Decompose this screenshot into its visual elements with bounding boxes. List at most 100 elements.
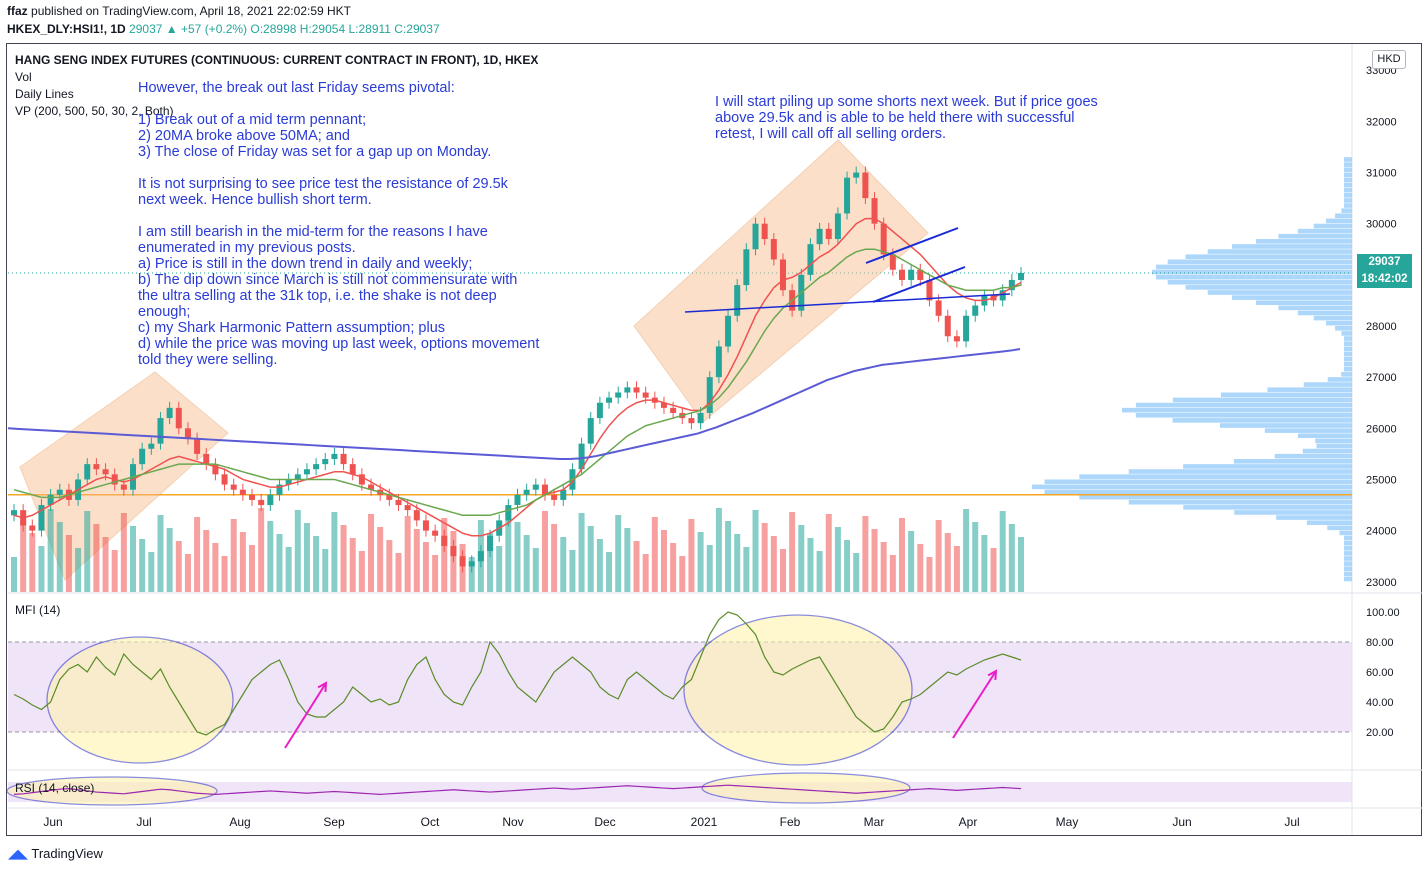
volume-bar bbox=[981, 535, 988, 592]
volume-bar bbox=[102, 537, 109, 592]
candle-body bbox=[249, 494, 256, 500]
volume-profile-bar bbox=[1344, 566, 1352, 572]
volume-bar bbox=[752, 510, 759, 592]
candle-body bbox=[56, 489, 63, 495]
candle-body bbox=[1018, 272, 1024, 280]
volume-bar bbox=[56, 522, 63, 592]
candle-body bbox=[633, 387, 640, 393]
candle-body bbox=[340, 453, 347, 465]
candle-body bbox=[660, 402, 667, 408]
volume-bar bbox=[999, 511, 1006, 592]
volume-profile-bar bbox=[1344, 193, 1352, 198]
candle-body bbox=[541, 484, 548, 495]
momentum-arrow-head bbox=[987, 669, 998, 681]
volume-profile-bar bbox=[1207, 290, 1352, 295]
time-tick-label: Sep bbox=[323, 815, 345, 829]
candle-body bbox=[532, 484, 539, 490]
volume-bar bbox=[239, 532, 246, 592]
rsi-highlight-ellipse bbox=[6, 776, 218, 806]
volume-profile-bar bbox=[1167, 259, 1352, 265]
volume-bar bbox=[340, 525, 347, 592]
candle-body bbox=[239, 489, 246, 495]
volume-bar bbox=[953, 546, 960, 592]
time-tick-label: Jun bbox=[1172, 815, 1191, 829]
volume-bar bbox=[779, 549, 786, 592]
last-price-tag: 29037 18:42:02 bbox=[1357, 254, 1412, 288]
volume-bar bbox=[880, 542, 887, 592]
volume-bar bbox=[853, 553, 860, 592]
candle-body bbox=[743, 249, 750, 286]
volume-profile-bar bbox=[1234, 510, 1352, 515]
candle-body bbox=[908, 269, 915, 280]
volume-bar bbox=[432, 555, 439, 592]
candle-body bbox=[551, 494, 558, 500]
candle-body bbox=[139, 448, 146, 465]
volume-profile-bar bbox=[1220, 392, 1352, 398]
volume-profile-bar bbox=[1344, 351, 1352, 357]
candle-body bbox=[285, 479, 292, 485]
volume-profile-bar bbox=[1335, 326, 1352, 331]
mfi-line bbox=[13, 611, 1022, 736]
volume-profile-bar bbox=[1344, 346, 1352, 352]
volume-profile-bar bbox=[1121, 407, 1352, 413]
volume-profile-bar bbox=[1172, 397, 1352, 403]
candle-body bbox=[715, 346, 722, 378]
volume-bar bbox=[75, 548, 82, 592]
volume-profile-bar bbox=[1256, 300, 1352, 306]
time-tick-label: 2021 bbox=[691, 815, 718, 829]
candle-body bbox=[29, 525, 36, 531]
tradingview-logo-icon: ◢◣ bbox=[8, 846, 28, 861]
currency-badge[interactable]: HKD bbox=[1372, 50, 1406, 69]
volume-profile-bar bbox=[1344, 203, 1352, 208]
candle-body bbox=[349, 464, 356, 475]
legend-daily-lines[interactable]: Daily Lines bbox=[15, 87, 74, 101]
volume-bar bbox=[139, 539, 146, 592]
volume-profile-bar bbox=[1344, 341, 1352, 346]
candle-body bbox=[853, 172, 860, 178]
volume-profile-bar bbox=[1335, 213, 1352, 219]
volume-bar bbox=[157, 515, 164, 592]
volume-bar bbox=[670, 543, 677, 592]
volume-bar bbox=[505, 509, 512, 592]
volume-profile-bar bbox=[1341, 372, 1352, 377]
time-tick-label: Aug bbox=[229, 815, 250, 829]
candle-body bbox=[166, 407, 173, 419]
candle-body bbox=[303, 469, 310, 475]
legend-rsi[interactable]: RSI (14, close) bbox=[15, 781, 95, 795]
volume-bar bbox=[816, 551, 823, 592]
mfi-tick-label: 20.00 bbox=[1366, 727, 1394, 739]
volume-profile-bar bbox=[1344, 571, 1352, 577]
candle-body bbox=[596, 402, 603, 419]
up-triangle-icon: ▲ bbox=[165, 22, 178, 36]
volume-bar bbox=[358, 551, 365, 592]
volume-bar bbox=[120, 513, 127, 592]
legend-mfi[interactable]: MFI (14) bbox=[15, 603, 61, 617]
volume-profile-bar bbox=[1326, 218, 1352, 224]
volume-profile-bar bbox=[1044, 479, 1352, 485]
candle-body bbox=[331, 453, 338, 459]
volume-profile-bar bbox=[1172, 418, 1352, 423]
volume-bar bbox=[725, 521, 732, 592]
ma50-line bbox=[13, 248, 1022, 517]
legend-vol[interactable]: Vol bbox=[15, 70, 32, 84]
candle-body bbox=[313, 464, 320, 470]
candle-body bbox=[459, 556, 466, 567]
volume-profile-bar bbox=[1344, 535, 1352, 541]
legend-vp[interactable]: VP (200, 500, 50, 30, 2, Both) bbox=[15, 104, 174, 118]
footer-brand[interactable]: ◢◣ TradingView bbox=[8, 846, 103, 861]
chart-title: HANG SENG INDEX FUTURES (CONTINUOUS: CUR… bbox=[15, 53, 539, 67]
price-tick-label: 30000 bbox=[1366, 219, 1397, 231]
volume-profile-bar bbox=[1278, 305, 1352, 311]
trendline-lower bbox=[872, 266, 966, 303]
volume-profile-bar bbox=[1297, 228, 1352, 234]
candle-body bbox=[505, 505, 512, 521]
volume-profile-bar bbox=[1344, 361, 1352, 367]
volume-bar bbox=[47, 509, 54, 592]
volume-profile-bar bbox=[1344, 561, 1352, 566]
momentum-arrow-head bbox=[317, 681, 328, 693]
volume-bar bbox=[807, 538, 814, 592]
candle-body bbox=[523, 489, 530, 495]
volume-bar bbox=[175, 541, 182, 592]
volume-bar bbox=[422, 542, 429, 592]
